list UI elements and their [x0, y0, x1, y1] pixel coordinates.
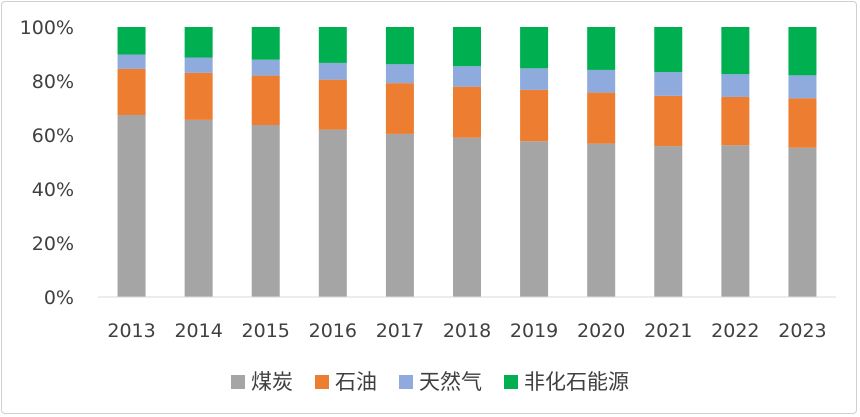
bar-segment-2018-s3 [453, 27, 481, 67]
y-tick-label: 80% [32, 71, 74, 93]
bar-segment-2016-s3 [318, 27, 347, 63]
bar-segment-2023-s0 [788, 147, 817, 297]
x-tick-label: 2022 [711, 320, 759, 342]
bar-segment-2023-s2 [788, 75, 817, 99]
x-tick-label: 2017 [376, 320, 424, 342]
bar-segment-2013-s1 [117, 68, 146, 116]
bar-segment-2014-s1 [184, 72, 213, 120]
x-tick-label: 2018 [443, 320, 491, 342]
y-tick-label: 60% [32, 125, 74, 147]
bar-segment-2021-s1 [654, 95, 683, 147]
bar-segment-2017-s0 [385, 133, 414, 297]
bar-segment-2022-s2 [721, 74, 750, 97]
legend-label: 非化石能源 [524, 370, 629, 394]
y-tick-label: 100% [20, 17, 74, 39]
legend-label: 天然气 [419, 370, 482, 394]
bar-stack-2015 [251, 27, 280, 297]
x-tick-label: 2015 [242, 320, 290, 342]
bar-segment-2015-s3 [251, 27, 280, 60]
bar-stack-2013 [117, 27, 146, 298]
legend: 煤炭 石油 天然气 非化石能源 [231, 370, 629, 394]
bar-segment-2019-s3 [520, 27, 549, 69]
x-tick-label: 2013 [107, 320, 155, 342]
bar-segment-2013-s2 [117, 54, 146, 69]
y-tick-label: 20% [32, 233, 74, 255]
x-tick-label: 2014 [174, 320, 222, 342]
bar-stack-2021 [654, 27, 683, 297]
legend-item-s3: 非化石能源 [504, 370, 629, 394]
legend-swatch [315, 375, 329, 389]
legend-swatch [504, 375, 518, 389]
x-axis-ticks: 2013 2014 2015 2016 2017 2018 2019 2020 2021 2022… [107, 320, 826, 342]
bar-segment-2021-s2 [654, 72, 683, 96]
bar-segment-2019-s1 [520, 89, 549, 142]
bar-segment-2020-s2 [587, 69, 616, 93]
legend-swatch [399, 375, 413, 389]
bar-segment-2021-s3 [654, 27, 683, 73]
bar-segment-2021-s0 [654, 146, 683, 297]
bar-segment-2017-s2 [385, 64, 414, 84]
bar-segment-2017-s1 [385, 83, 414, 134]
bar-segment-2019-s0 [520, 141, 549, 297]
bar-segment-2013-s0 [117, 115, 146, 298]
bar-stack-2016 [318, 27, 347, 297]
legend-label: 石油 [335, 370, 377, 394]
bar-segment-2023-s1 [788, 98, 817, 148]
bar-stack-2014 [184, 27, 213, 297]
bar-segment-2020-s0 [587, 143, 616, 297]
bar-segment-2018-s1 [453, 86, 481, 138]
bar-segment-2015-s1 [251, 75, 280, 126]
bar-segment-2020-s3 [587, 27, 616, 70]
legend-item-s2: 天然气 [399, 370, 482, 394]
bar-segment-2013-s3 [117, 27, 146, 55]
bar-stack-2022 [721, 27, 750, 297]
x-tick-label: 2020 [577, 320, 625, 342]
x-tick-label: 2016 [309, 320, 357, 342]
bar-segment-2016-s2 [318, 62, 347, 80]
legend-item-s1: 石油 [315, 370, 377, 394]
bar-segment-2020-s1 [587, 92, 616, 144]
x-tick-label: 2021 [644, 320, 692, 342]
y-tick-label: 0% [44, 287, 74, 309]
bar-stack-2019 [520, 27, 549, 297]
y-axis-ticks: 0% 20% 40% 60% 80% 100% [20, 17, 74, 309]
bar-segment-2022-s3 [721, 27, 750, 75]
bar-stack-2018 [453, 27, 481, 297]
legend-swatch [231, 375, 245, 389]
legend-label: 煤炭 [251, 370, 293, 394]
bar-stack-2017 [385, 27, 414, 297]
bar-segment-2018-s0 [453, 137, 481, 297]
bar-segment-2019-s2 [520, 68, 549, 90]
x-tick-label: 2019 [510, 320, 558, 342]
bars-layer [117, 27, 817, 298]
bar-segment-2018-s2 [453, 66, 481, 87]
bar-segment-2016-s1 [318, 79, 347, 130]
bar-segment-2022-s1 [721, 96, 750, 146]
legend-item-s0: 煤炭 [231, 370, 293, 394]
bar-stack-2020 [587, 27, 616, 297]
x-tick-label: 2023 [778, 320, 826, 342]
bar-segment-2022-s0 [721, 145, 750, 297]
y-tick-label: 40% [32, 179, 74, 201]
bar-segment-2014-s0 [184, 119, 213, 297]
bar-stack-2023 [788, 27, 817, 297]
bar-segment-2023-s3 [788, 27, 817, 76]
bar-segment-2014-s2 [184, 57, 213, 73]
bar-segment-2016-s0 [318, 129, 347, 297]
bar-segment-2015-s0 [251, 125, 280, 297]
bar-segment-2014-s3 [184, 27, 213, 58]
bar-segment-2017-s3 [385, 27, 414, 65]
bar-segment-2015-s2 [251, 59, 280, 76]
